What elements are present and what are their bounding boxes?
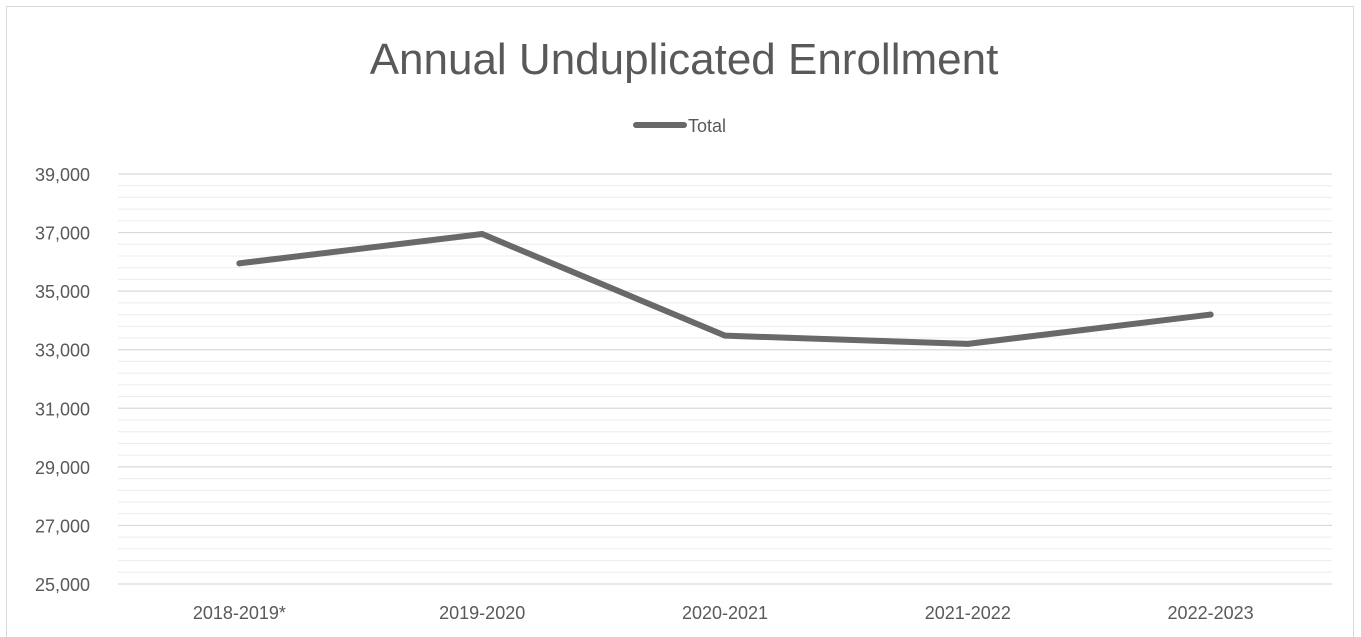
y-tick-label: 25,000 [35, 575, 90, 595]
y-tick-label: 35,000 [35, 282, 90, 302]
data-point [236, 260, 243, 267]
y-tick-label: 31,000 [35, 399, 90, 419]
x-tick-label: 2018-2019* [193, 603, 286, 623]
series-total [236, 231, 1214, 347]
x-tick-label: 2020-2021 [682, 603, 768, 623]
y-tick-label: 33,000 [35, 341, 90, 361]
y-tick-label: 27,000 [35, 516, 90, 536]
data-point [722, 332, 728, 339]
x-axis-ticks: 2018-2019* 2019-2020 2020-2021 2021-2022 202… [193, 603, 1254, 623]
legend: Total [633, 116, 726, 136]
legend-label-total: Total [688, 116, 726, 136]
chart-title: Annual Unduplicated Enrollment [370, 35, 999, 84]
series-line [236, 231, 1214, 347]
data-point [964, 340, 971, 347]
y-tick-label: 29,000 [35, 458, 90, 478]
y-tick-label: 39,000 [35, 165, 90, 185]
y-axis-ticks: 25,000 27,000 29,000 31,000 33,000 35,000 37,0… [35, 165, 90, 595]
y-tick-label: 37,000 [35, 224, 90, 244]
gridlines [118, 173, 1332, 585]
x-tick-label: 2019-2020 [439, 603, 525, 623]
data-point [1207, 311, 1214, 318]
x-tick-label: 2021-2022 [925, 603, 1011, 623]
data-point [479, 231, 486, 238]
x-tick-label: 2022-2023 [1168, 603, 1254, 623]
